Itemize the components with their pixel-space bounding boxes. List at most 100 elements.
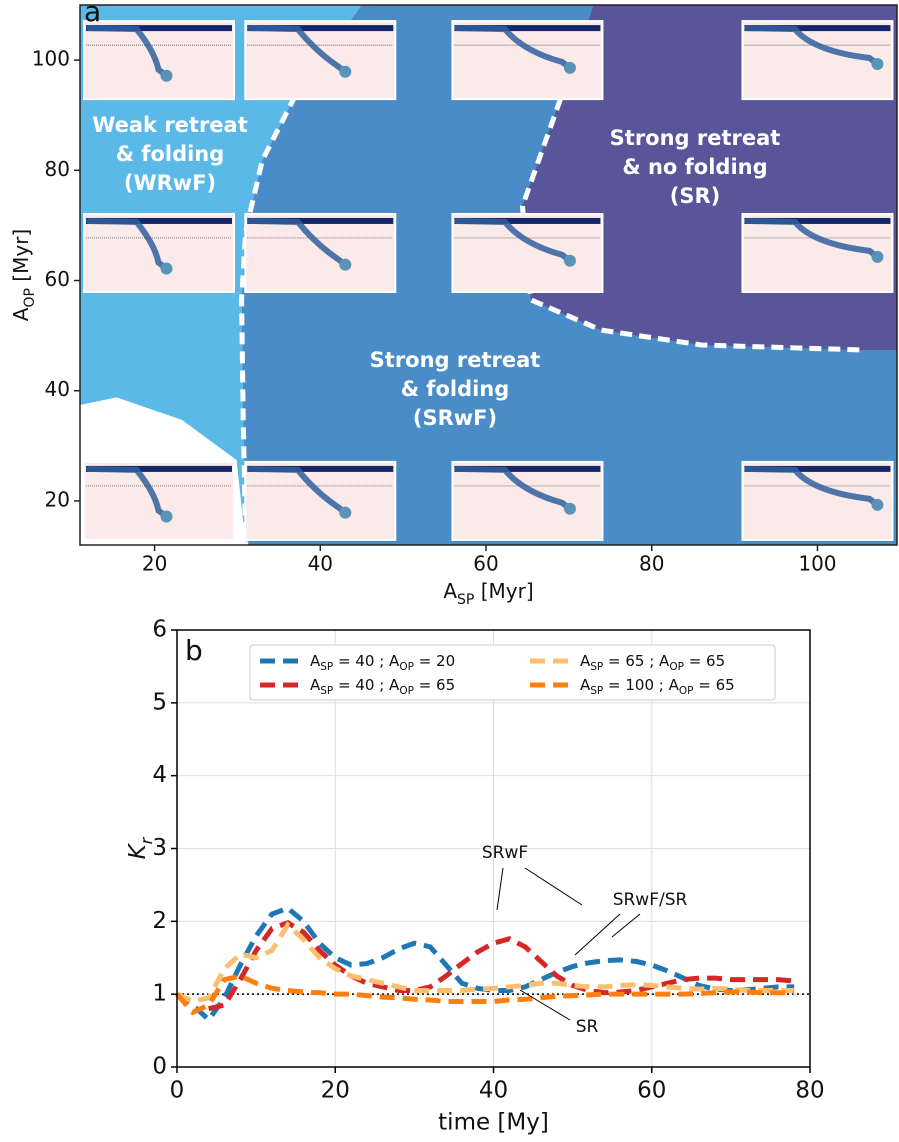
region-label: (SRwF) [413, 406, 497, 430]
y-tick-label: 5 [152, 689, 167, 715]
region-label: & folding [401, 377, 510, 401]
legend-label-part: SP [590, 685, 603, 697]
region-label: & no folding [622, 155, 767, 179]
x-axis-label: time [My] [438, 1110, 549, 1136]
simulation-thumbnail [83, 212, 235, 293]
region-label: (SR) [670, 184, 721, 208]
simulation-thumbnail [451, 20, 604, 101]
thumb-slab [744, 25, 881, 68]
thumb-lithosphere [744, 465, 891, 472]
thumb-slab-tip [339, 506, 352, 519]
legend-label-part: = 65 [684, 652, 725, 670]
y-tick-label: 0 [152, 1054, 167, 1080]
x-axis-label-part: [Myr] [474, 579, 533, 603]
thumb-slab [247, 465, 349, 516]
legend-label-part: A [580, 676, 591, 694]
thumb-lithosphere [744, 25, 891, 32]
x-tick-label: 100 [798, 552, 836, 576]
plot-frame [79, 4, 898, 546]
x-tick-label: 60 [637, 1078, 666, 1104]
thumb-slab [247, 217, 349, 268]
region-label: Strong retreat [610, 126, 781, 150]
legend-label-part: OP [399, 661, 414, 673]
legend-label: ASP = 40 ; AOP = 65 [310, 676, 455, 698]
regime-boundary [519, 97, 861, 353]
x-tick-label: 20 [321, 1078, 350, 1104]
thumb-lithosphere [454, 217, 601, 224]
thumb-slab [86, 217, 170, 272]
legend-label-part: = 40 ; A [333, 676, 400, 694]
legend-label-part: = 65 [693, 676, 734, 694]
y-axis-label: AOP [Myr] [9, 229, 39, 321]
simulation-thumbnail [83, 20, 235, 101]
thumb-slab-tip [563, 61, 576, 74]
legend-label-part: A [580, 652, 591, 670]
legend-label: ASP = 40 ; AOP = 20 [310, 652, 455, 674]
x-tick-label: 0 [170, 1078, 185, 1104]
simulation-thumbnail [451, 460, 604, 541]
series-line [175, 921, 795, 1005]
region-label: Strong retreat [370, 348, 541, 372]
y-tick-label: 4 [152, 762, 167, 788]
thumb-lithosphere [86, 217, 232, 224]
annotation-line [611, 913, 641, 938]
thumb-lithosphere [247, 25, 394, 32]
legend-label-part: = 20 [414, 652, 455, 670]
simulation-thumbnail [451, 212, 604, 293]
series-line [208, 920, 795, 1012]
thumb-slab [86, 25, 170, 79]
annotation-line [524, 867, 583, 906]
thumb-lithosphere [86, 25, 232, 32]
thumb-lithosphere [247, 217, 394, 224]
x-tick-label: 80 [639, 552, 664, 576]
legend-label-part: = 65 [414, 676, 455, 694]
annotation: SR [576, 1017, 599, 1037]
y-tick-label: 6 [152, 617, 167, 643]
regime-boundary [239, 94, 298, 546]
panel-letter: b [185, 634, 203, 667]
thumb-slab [247, 25, 349, 75]
legend-label: ASP = 65 ; AOP = 65 [580, 652, 725, 674]
x-axis-label-part: A [443, 579, 457, 603]
simulation-thumbnail [244, 460, 397, 541]
thumb-slab-tip [563, 502, 576, 515]
annotation-line [496, 867, 504, 911]
legend-label-part: A [310, 652, 321, 670]
x-tick-label: 40 [308, 552, 333, 576]
series-line [175, 973, 795, 1016]
legend-box [249, 644, 776, 701]
y-tick-label: 40 [45, 377, 70, 401]
annotation: SRwF [482, 843, 528, 863]
legend-label-part: SP [320, 661, 333, 673]
thumb-slab-tip [871, 498, 884, 511]
thumb-lithosphere [744, 217, 891, 224]
thumb-slab-tip [160, 262, 173, 275]
thumb-slab [454, 465, 573, 512]
thumb-lithosphere [454, 25, 601, 32]
thumb-slab [744, 217, 881, 260]
legend-label-part: OP [679, 685, 694, 697]
thumb-slab-tip [871, 250, 884, 263]
x-tick-label: 20 [142, 552, 167, 576]
x-axis-label: ASP [Myr] [443, 579, 533, 609]
x-axis-label-part: SP [457, 592, 474, 608]
panel-letter: a [84, 0, 101, 28]
region-label: (WRwF) [124, 171, 216, 195]
thumb-slab-tip [160, 69, 173, 82]
y-axis-label: Kr [125, 836, 157, 859]
legend-label: ASP = 100 ; AOP = 65 [580, 676, 735, 698]
legend-label-part: SP [590, 661, 603, 673]
thumb-slab [454, 217, 573, 264]
y-tick-label: 1 [152, 981, 167, 1007]
x-tick-label: 80 [795, 1078, 824, 1104]
thumb-slab-tip [871, 58, 884, 71]
simulation-thumbnail [83, 460, 235, 541]
y-tick-label: 100 [32, 47, 70, 71]
legend-label-part: = 40 ; A [333, 652, 400, 670]
y-axis-label-part: r [137, 836, 156, 844]
annotation-line [574, 913, 621, 956]
y-axis-label-part: A [9, 307, 33, 321]
simulation-thumbnail [244, 20, 397, 101]
x-tick-label: 40 [479, 1078, 508, 1104]
